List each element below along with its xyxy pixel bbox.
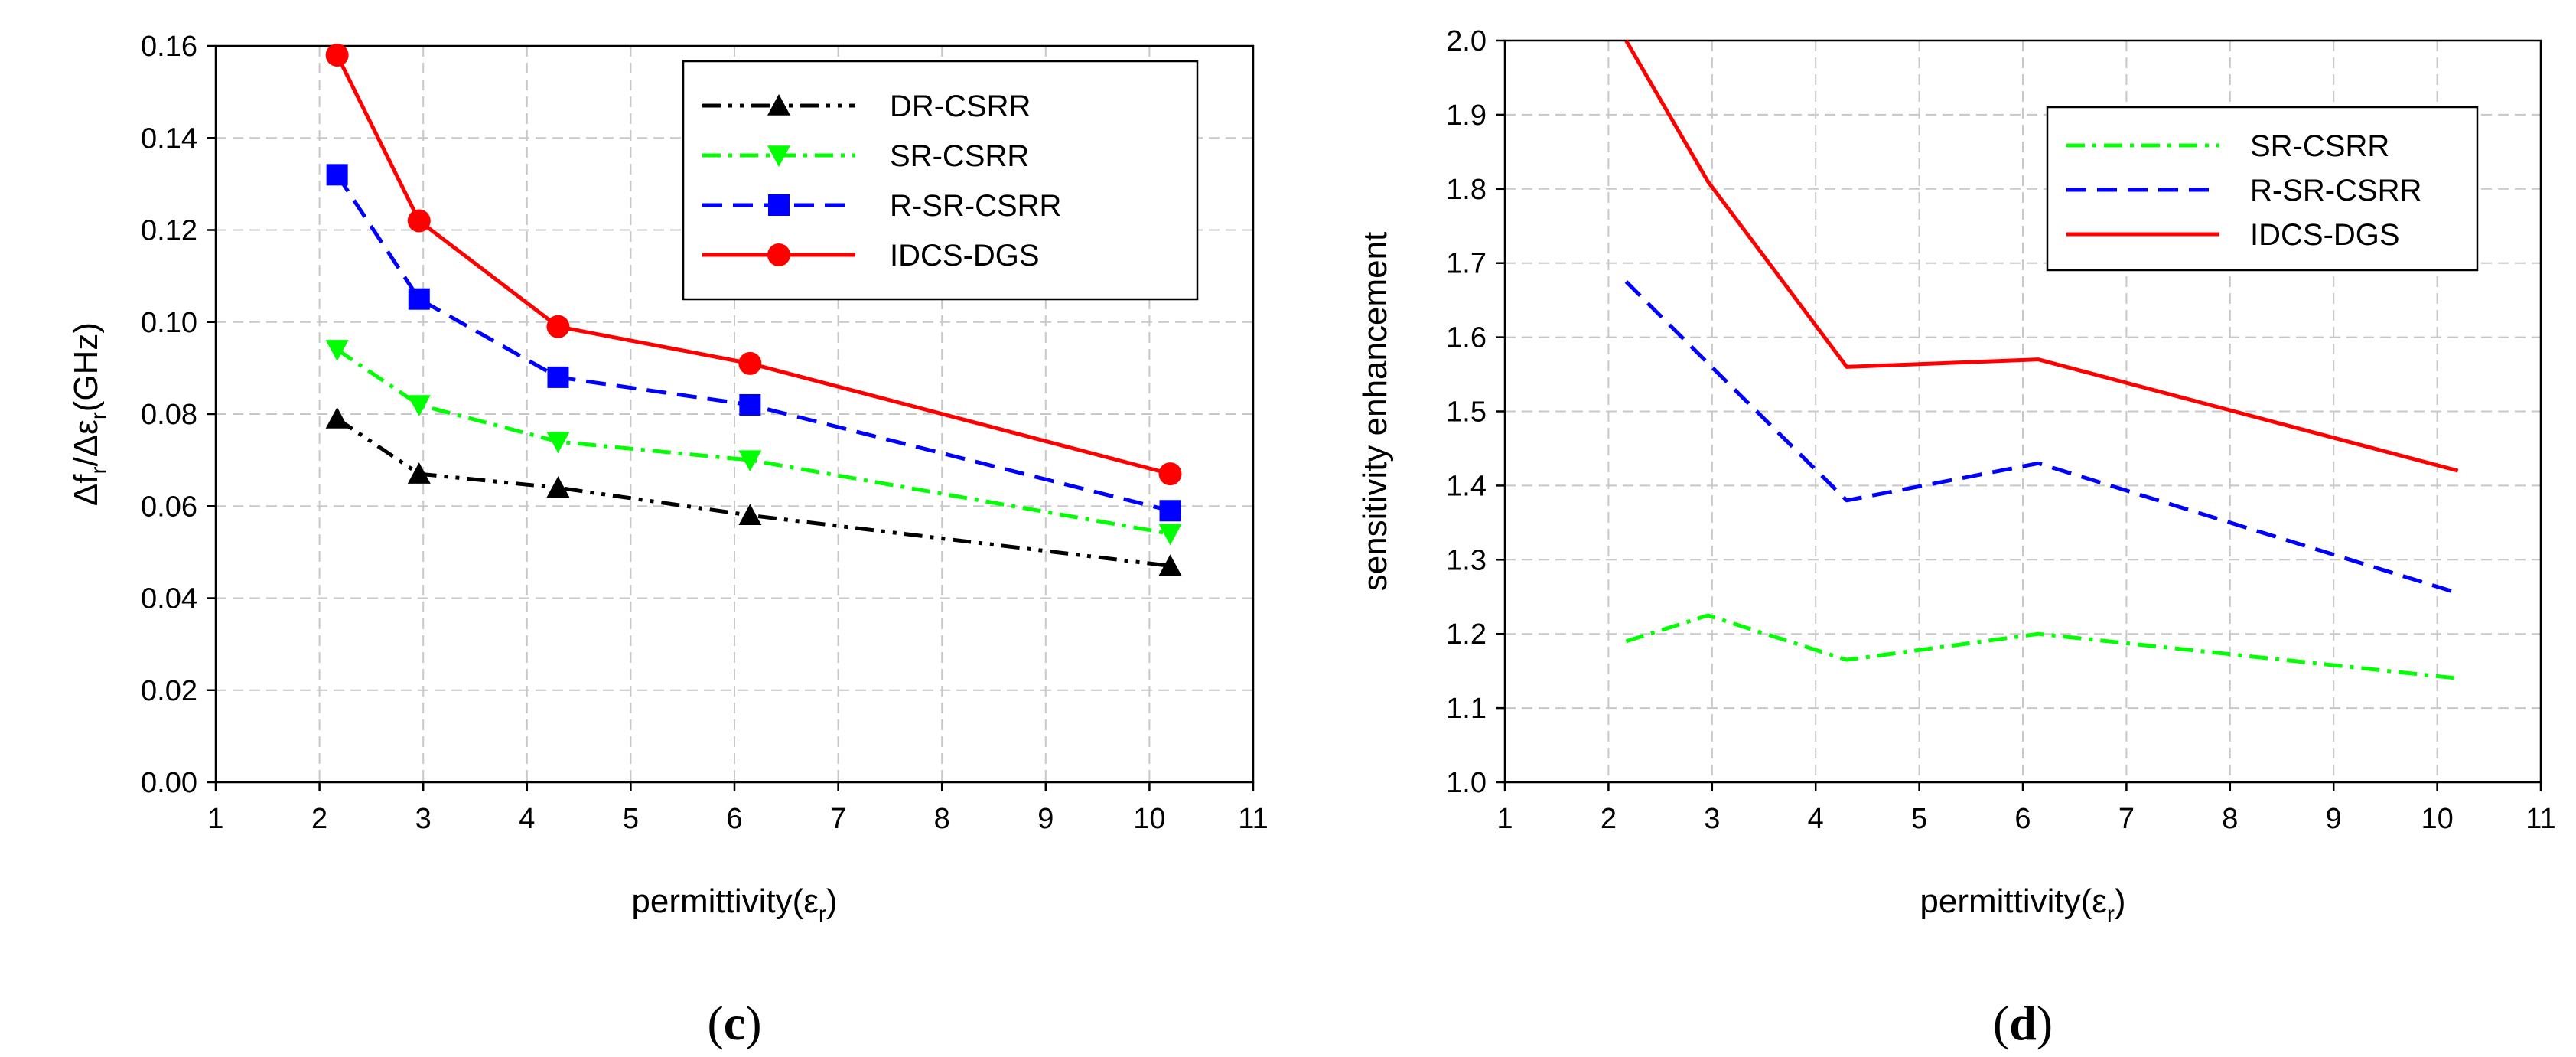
legend-label-r-sr-csrr: R-SR-CSRR (890, 189, 1061, 223)
x-tick-label: 6 (2014, 803, 2031, 835)
x-tick-label: 11 (2526, 803, 2555, 835)
data-point-idcs-dgs (326, 44, 349, 67)
x-tick-label: 1 (1496, 803, 1513, 835)
x-tick-label: 9 (2326, 803, 2342, 835)
legend-label-sr-csrr: SR-CSRR (2250, 129, 2389, 163)
x-tick-label: 1 (207, 803, 223, 835)
data-point-idcs-dgs (408, 209, 431, 232)
chart-d: 1 2 3 4 5 6 7 8 9 10 11 1.0 1.1 1.2 1.3 1.4 1.5 1.6 1.7 1.8… (1356, 25, 2556, 1050)
y-tick-label: 0.16 (141, 31, 197, 63)
figure-caption: (c) (707, 996, 761, 1050)
y-tick-label: 1.2 (1446, 618, 1487, 651)
y-tick-label: 1.0 (1446, 767, 1487, 799)
legend-marker-idcs-dgs (767, 243, 790, 266)
x-tick-label: 2 (311, 803, 327, 835)
x-axis-title: permittivity(εr) (631, 882, 837, 927)
data-point-r-sr-csrr (1160, 500, 1181, 521)
y-tick-label: 1.8 (1446, 174, 1487, 206)
y-tick-label: 1.3 (1446, 544, 1487, 576)
y-tick-label: 1.4 (1446, 470, 1487, 502)
data-point-dr-csrr (738, 504, 761, 525)
caption-letter: d (2009, 996, 2037, 1050)
x-tick-label: 4 (1808, 803, 1824, 835)
y-tick-label: 0.04 (141, 583, 197, 615)
x-tick-label: 8 (934, 803, 950, 835)
figure-caption: (d) (1993, 996, 2053, 1050)
x-axis-title-suffix: ) (826, 882, 838, 920)
x-axis-title-prefix: permittivity(ε (1920, 882, 2107, 920)
x-tick-label: 9 (1037, 803, 1054, 835)
y-tick-label: 1.5 (1446, 396, 1487, 429)
data-point-r-sr-csrr (409, 289, 430, 310)
y-tick-label: 1.6 (1446, 322, 1487, 354)
y-axis-title: Δfr/Δεr(GHz) (67, 322, 112, 506)
y-tick-label: 0.02 (141, 675, 197, 707)
data-point-dr-csrr (546, 476, 569, 498)
caption-paren: ) (745, 996, 761, 1050)
x-tick-label: 10 (2421, 803, 2453, 835)
x-tick-label: 10 (1133, 803, 1165, 835)
data-point-sr-csrr (408, 395, 431, 416)
data-point-r-sr-csrr (739, 394, 760, 416)
legend-label-r-sr-csrr: R-SR-CSRR (2250, 174, 2421, 207)
data-point-sr-csrr (326, 340, 349, 361)
caption-paren: ) (2037, 996, 2053, 1050)
x-axis-title: permittivity(εr) (1920, 882, 2125, 927)
x-tick-label: 11 (1238, 803, 1268, 835)
x-tick-label: 7 (830, 803, 846, 835)
y-axis-title-part: /Δε (67, 419, 105, 466)
x-tick-label: 6 (726, 803, 742, 835)
x-axis-title-sub: r (819, 902, 826, 927)
caption-paren: ( (1993, 996, 2009, 1050)
y-tick-label: 0.10 (141, 307, 197, 339)
legend-label-sr-csrr: SR-CSRR (890, 139, 1029, 173)
caption-letter: c (724, 996, 745, 1050)
y-tick-label: 0.08 (141, 399, 197, 431)
y-axis-title-part: Δf (67, 474, 105, 506)
y-axis-title-part: (GHz) (67, 322, 105, 412)
y-axis-title-sub: r (86, 466, 112, 474)
chart-c: 1 2 3 4 5 6 7 8 9 10 11 0.00 0.02 0.04 0.06 0.08 0.10 0.1… (67, 31, 1268, 1050)
y-tick-label: 1.1 (1446, 693, 1487, 725)
legend: DR-CSRR SR-CSRR R-SR-CSRR IDCS-DGS (683, 61, 1197, 299)
x-axis-title-suffix: ) (2115, 882, 2126, 920)
y-axis-title-sub: r (86, 412, 112, 419)
legend-label-idcs-dgs: IDCS-DGS (890, 239, 1040, 272)
x-axis-title-prefix: permittivity(ε (631, 882, 819, 920)
y-tick-label: 0.12 (141, 215, 197, 247)
y-tick-label: 1.7 (1446, 248, 1487, 280)
x-tick-label: 5 (1911, 803, 1927, 835)
y-tick-label: 0.06 (141, 491, 197, 523)
legend-marker-r-sr-csrr (768, 194, 790, 216)
x-tick-label: 3 (1704, 803, 1720, 835)
y-axis-title: sensitivity enhancement (1356, 232, 1394, 592)
legend-label-idcs-dgs: IDCS-DGS (2250, 218, 2400, 252)
data-point-dr-csrr (326, 407, 349, 429)
x-tick-label: 2 (1601, 803, 1617, 835)
y-tick-label: 0.14 (141, 122, 197, 155)
data-point-sr-csrr (1159, 524, 1182, 546)
legend: SR-CSRR R-SR-CSRR IDCS-DGS (2047, 107, 2477, 270)
data-point-idcs-dgs (546, 315, 569, 338)
y-tick-label: 0.00 (141, 767, 197, 799)
x-tick-label: 8 (2222, 803, 2238, 835)
x-tick-label: 4 (519, 803, 535, 835)
caption-paren: ( (707, 996, 723, 1050)
data-point-idcs-dgs (738, 352, 761, 375)
x-tick-label: 3 (415, 803, 432, 835)
y-tick-label: 1.9 (1446, 100, 1487, 132)
x-tick-label: 5 (623, 803, 639, 835)
data-point-r-sr-csrr (327, 164, 348, 185)
data-point-r-sr-csrr (547, 367, 568, 388)
legend-label-dr-csrr: DR-CSRR (890, 90, 1031, 123)
x-tick-label: 7 (2118, 803, 2135, 835)
data-point-idcs-dgs (1159, 462, 1182, 485)
data-point-sr-csrr (546, 432, 569, 453)
x-axis-title-sub: r (2107, 902, 2115, 927)
y-tick-label: 2.0 (1446, 25, 1487, 57)
figure: 1 2 3 4 5 6 7 8 9 10 11 0.00 0.02 0.04 0.06 0.08 0.10 0.1… (0, 0, 2576, 1057)
